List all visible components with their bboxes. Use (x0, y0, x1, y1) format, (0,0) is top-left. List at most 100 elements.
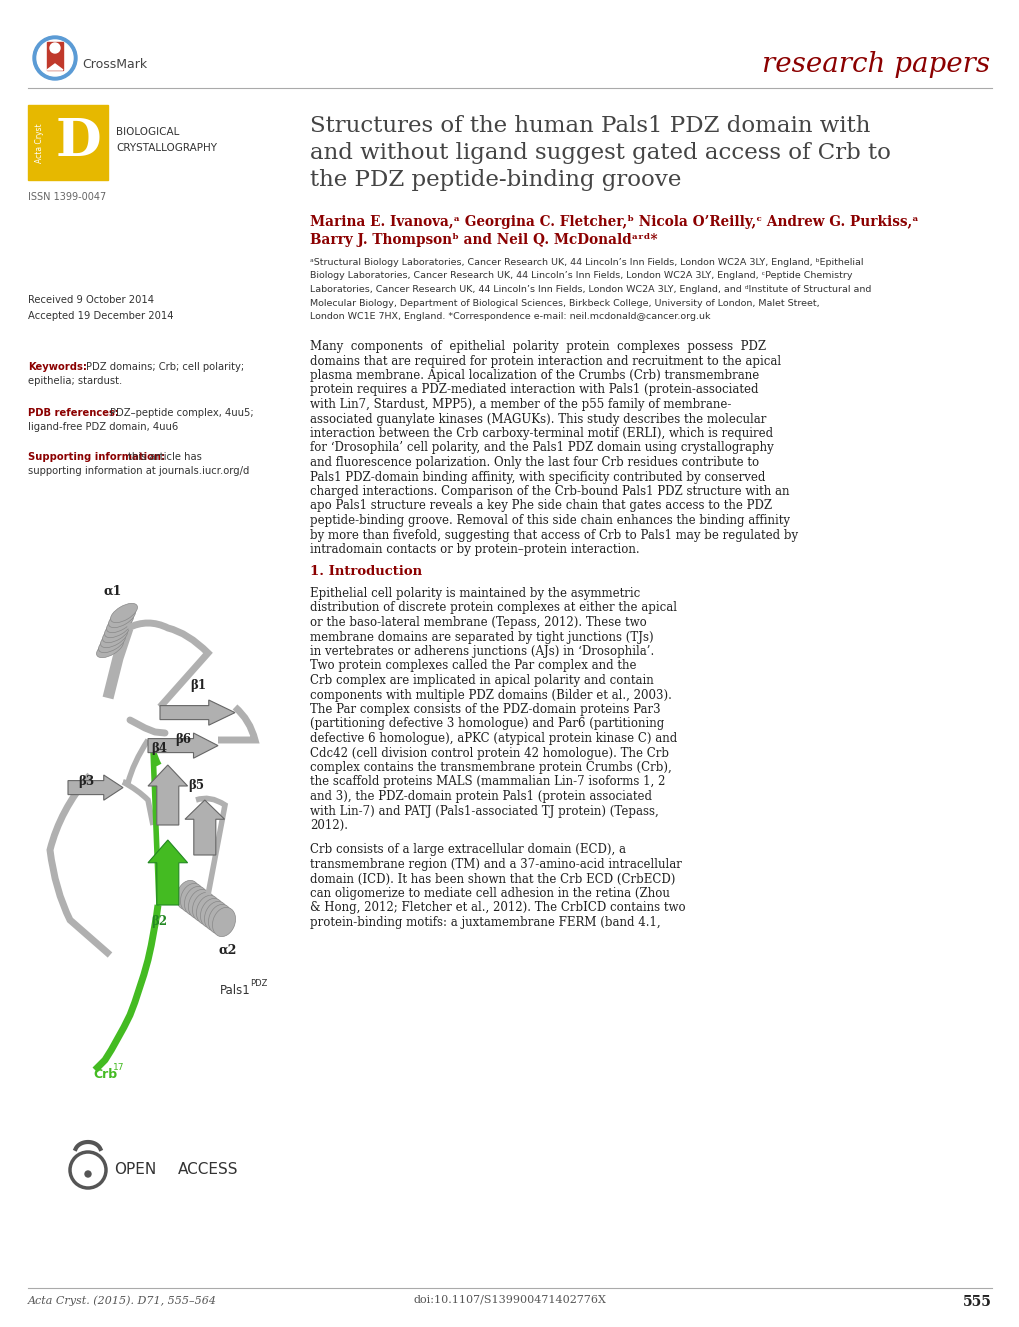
Text: Laboratories, Cancer Research UK, 44 Lincoln’s Inn Fields, London WC2A 3LY, Engl: Laboratories, Cancer Research UK, 44 Lin… (310, 285, 870, 295)
Ellipse shape (189, 889, 211, 918)
Text: Epithelial cell polarity is maintained by the asymmetric: Epithelial cell polarity is maintained b… (310, 587, 640, 600)
Text: 2012).: 2012). (310, 819, 347, 832)
Ellipse shape (106, 613, 133, 633)
Text: with Lin7, Stardust, MPP5), a member of the p55 family of membrane-: with Lin7, Stardust, MPP5), a member of … (310, 398, 731, 411)
Text: β4: β4 (151, 742, 167, 755)
Polygon shape (68, 775, 123, 800)
Text: complex contains the transmembrane protein Crumbs (Crb),: complex contains the transmembrane prote… (310, 760, 672, 774)
Ellipse shape (50, 42, 60, 53)
Text: the scaffold proteins MALS (mammalian Lin-7 isoforms 1, 2: the scaffold proteins MALS (mammalian Li… (310, 775, 664, 788)
Polygon shape (148, 733, 218, 758)
Text: domains that are required for protein interaction and recruitment to the apical: domains that are required for protein in… (310, 354, 781, 368)
Ellipse shape (197, 896, 219, 925)
Text: domain (ICD). It has been shown that the Crb ECD (CrbECD): domain (ICD). It has been shown that the… (310, 872, 675, 885)
Text: charged interactions. Comparison of the Crb-bound Pals1 PDZ structure with an: charged interactions. Comparison of the … (310, 484, 789, 498)
Text: PDB references:: PDB references: (28, 407, 119, 418)
Text: epithelia; stardust.: epithelia; stardust. (28, 376, 122, 386)
Text: transmembrane region (TM) and a 37-amino-acid intracellular: transmembrane region (TM) and a 37-amino… (310, 859, 682, 871)
Ellipse shape (99, 633, 125, 653)
Ellipse shape (201, 898, 223, 928)
Text: The Par complex consists of the PDZ-domain proteins Par3: The Par complex consists of the PDZ-doma… (310, 703, 660, 717)
Text: peptide-binding groove. Removal of this side chain enhances the binding affinity: peptide-binding groove. Removal of this … (310, 514, 790, 527)
Ellipse shape (180, 884, 204, 913)
Ellipse shape (193, 893, 215, 921)
Ellipse shape (176, 880, 200, 909)
Text: Keywords:: Keywords: (28, 362, 87, 372)
Polygon shape (184, 800, 224, 855)
Ellipse shape (37, 40, 73, 76)
Text: CRYSTALLOGRAPHY: CRYSTALLOGRAPHY (116, 143, 217, 153)
Text: α2: α2 (219, 943, 237, 957)
Text: by more than fivefold, suggesting that access of Crb to Pals1 may be regulated b: by more than fivefold, suggesting that a… (310, 528, 797, 541)
Text: London WC1E 7HX, England. *Correspondence e-mail: neil.mcdonald@cancer.org.uk: London WC1E 7HX, England. *Correspondenc… (310, 312, 710, 321)
Text: Marina E. Ivanova,ᵃ Georgina C. Fletcher,ᵇ Nicola O’Reilly,ᶜ Andrew G. Purkiss,ᵃ: Marina E. Ivanova,ᵃ Georgina C. Fletcher… (310, 215, 918, 230)
Text: in vertebrates or adherens junctions (AJs) in ‘Drosophila’.: in vertebrates or adherens junctions (AJ… (310, 645, 653, 658)
Text: and fluorescence polarization. Only the last four Crb residues contribute to: and fluorescence polarization. Only the … (310, 456, 758, 468)
Text: 555: 555 (962, 1295, 991, 1308)
Text: Supporting information:: Supporting information: (28, 453, 165, 462)
Polygon shape (148, 840, 187, 905)
Text: associated guanylate kinases (MAGUKs). This study describes the molecular: associated guanylate kinases (MAGUKs). T… (310, 413, 765, 426)
Text: ACCESS: ACCESS (178, 1162, 238, 1177)
Text: β5: β5 (187, 779, 204, 792)
Text: research papers: research papers (761, 52, 989, 78)
Text: BIOLOGICAL: BIOLOGICAL (116, 127, 179, 137)
Ellipse shape (97, 638, 123, 658)
Text: Acta Cryst. (2015). D71, 555–564: Acta Cryst. (2015). D71, 555–564 (28, 1295, 217, 1306)
Text: Many  components  of  epithelial  polarity  protein  complexes  possess  PDZ: Many components of epithelial polarity p… (310, 340, 765, 353)
Text: Crb complex are implicated in apical polarity and contain: Crb complex are implicated in apical pol… (310, 674, 653, 687)
Text: ᵃStructural Biology Laboratories, Cancer Research UK, 44 Lincoln’s Inn Fields, L: ᵃStructural Biology Laboratories, Cancer… (310, 257, 863, 267)
Text: β1: β1 (190, 679, 206, 691)
Text: or the baso-lateral membrane (Tepass, 2012). These two: or the baso-lateral membrane (Tepass, 20… (310, 616, 646, 629)
Text: can oligomerize to mediate cell adhesion in the retina (Zhou: can oligomerize to mediate cell adhesion… (310, 886, 669, 900)
Text: β2: β2 (151, 916, 167, 928)
Text: doi:10.1107/S139900471402776X: doi:10.1107/S139900471402776X (413, 1295, 606, 1304)
Text: PDZ: PDZ (250, 978, 267, 987)
Ellipse shape (33, 36, 76, 80)
Text: CrossMark: CrossMark (82, 58, 147, 72)
Text: OPEN: OPEN (114, 1162, 156, 1177)
Text: interaction between the Crb carboxy-terminal motif (ERLI), which is required: interaction between the Crb carboxy-term… (310, 427, 772, 441)
Text: 1. Introduction: 1. Introduction (310, 565, 422, 579)
Text: membrane domains are separated by tight junctions (TJs): membrane domains are separated by tight … (310, 630, 653, 644)
Text: D: D (55, 115, 101, 167)
Ellipse shape (85, 1170, 91, 1177)
Text: Structures of the human Pals1 PDZ domain with: Structures of the human Pals1 PDZ domain… (310, 115, 869, 137)
Text: supporting information at journals.iucr.org/d: supporting information at journals.iucr.… (28, 466, 249, 476)
Text: intradomain contacts or by protein–protein interaction.: intradomain contacts or by protein–prote… (310, 543, 639, 556)
Ellipse shape (108, 608, 136, 628)
Text: Two protein complexes called the Par complex and the: Two protein complexes called the Par com… (310, 660, 636, 673)
Text: the PDZ peptide-binding groove: the PDZ peptide-binding groove (310, 169, 681, 191)
Text: β6: β6 (175, 734, 191, 747)
Ellipse shape (101, 629, 127, 648)
FancyBboxPatch shape (28, 105, 108, 180)
Text: PDZ domains; Crb; cell polarity;: PDZ domains; Crb; cell polarity; (86, 362, 244, 372)
Ellipse shape (110, 604, 138, 622)
Text: Pals1: Pals1 (220, 983, 251, 997)
Text: 17: 17 (113, 1063, 124, 1072)
Text: with Lin-7) and PATJ (Pals1-associated TJ protein) (Tepass,: with Lin-7) and PATJ (Pals1-associated T… (310, 804, 658, 817)
FancyBboxPatch shape (47, 42, 63, 70)
Text: Biology Laboratories, Cancer Research UK, 44 Lincoln’s Inn Fields, London WC2A 3: Biology Laboratories, Cancer Research UK… (310, 272, 852, 280)
Text: protein requires a PDZ-mediated interaction with Pals1 (protein-associated: protein requires a PDZ-mediated interact… (310, 384, 758, 397)
Ellipse shape (104, 618, 131, 638)
Ellipse shape (103, 624, 129, 642)
Text: and 3), the PDZ-domain protein Pals1 (protein associated: and 3), the PDZ-domain protein Pals1 (pr… (310, 790, 651, 803)
Text: distribution of discrete protein complexes at either the apical: distribution of discrete protein complex… (310, 601, 677, 614)
Text: and without ligand suggest gated access of Crb to: and without ligand suggest gated access … (310, 142, 890, 165)
Ellipse shape (208, 905, 231, 934)
Text: Cdc42 (cell division control protein 42 homologue). The Crb: Cdc42 (cell division control protein 42 … (310, 747, 668, 759)
Text: ISSN 1399-0047: ISSN 1399-0047 (28, 192, 106, 202)
Text: Crb: Crb (93, 1068, 117, 1082)
Text: ligand-free PDZ domain, 4uu6: ligand-free PDZ domain, 4uu6 (28, 422, 178, 433)
Ellipse shape (212, 908, 235, 937)
Text: Received 9 October 2014: Received 9 October 2014 (28, 295, 154, 305)
Text: defective 6 homologue), aPKC (atypical protein kinase C) and: defective 6 homologue), aPKC (atypical p… (310, 733, 677, 744)
Text: Barry J. Thompsonᵇ and Neil Q. McDonaldᵃʳᵈ*: Barry J. Thompsonᵇ and Neil Q. McDonaldᵃ… (310, 234, 657, 247)
Text: for ‘Drosophila’ cell polarity, and the Pals1 PDZ domain using crystallography: for ‘Drosophila’ cell polarity, and the … (310, 442, 773, 455)
Text: Pals1 PDZ-domain binding affinity, with specificity contributed by conserved: Pals1 PDZ-domain binding affinity, with … (310, 471, 764, 483)
Text: apo Pals1 structure reveals a key Phe side chain that gates access to the PDZ: apo Pals1 structure reveals a key Phe si… (310, 499, 771, 512)
Polygon shape (47, 64, 63, 70)
Text: Molecular Biology, Department of Biological Sciences, Birkbeck College, Universi: Molecular Biology, Department of Biologi… (310, 299, 819, 308)
Text: Acta Cryst: Acta Cryst (36, 123, 45, 163)
